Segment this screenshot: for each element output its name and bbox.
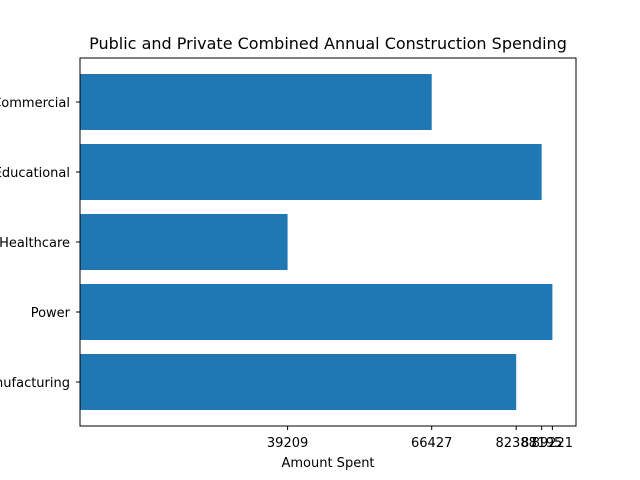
bar-healthcare [80, 214, 288, 270]
x-tick-label: 87195 [521, 436, 562, 451]
y-axis-ticks: Manufacturing Power Healthcare Educational C… [0, 96, 80, 391]
bar-commercial [80, 74, 432, 130]
x-tick-label: 82388 [496, 436, 537, 451]
y-tick-label: Manufacturing [0, 376, 70, 391]
y-tick-label: Commercial [0, 96, 70, 111]
y-tick-label: Educational [0, 166, 70, 181]
x-tick-label: 89221 [532, 436, 573, 451]
x-tick-label: 39209 [267, 436, 308, 451]
chart-title: Public and Private Combined Annual Const… [89, 34, 567, 53]
y-tick-label: Healthcare [0, 236, 70, 251]
bars-group [80, 74, 553, 410]
y-tick-label: Power [31, 306, 71, 321]
bar-educational [80, 144, 542, 200]
x-axis-label: Amount Spent [281, 456, 374, 471]
x-tick-label: 66427 [411, 436, 452, 451]
bar-manufacturing [80, 354, 517, 410]
bar-power [80, 284, 553, 340]
